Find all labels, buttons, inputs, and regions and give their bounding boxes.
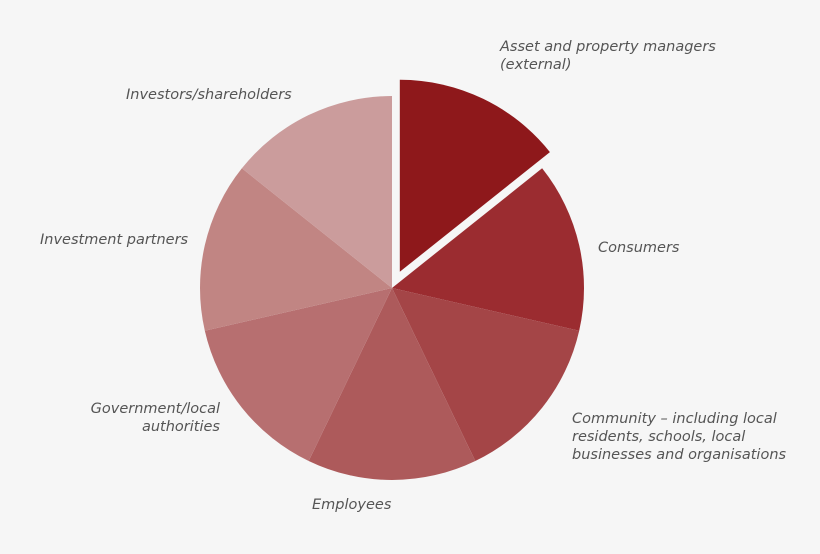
pie-slice-1	[392, 168, 584, 331]
label-asset-managers: Asset and property managers (external)	[500, 39, 716, 73]
pie-slice-5	[200, 168, 392, 331]
label-employees: Employees	[312, 497, 392, 513]
label-investment-partners: Investment partners	[40, 232, 189, 248]
label-government: Government/local authorities	[90, 401, 220, 435]
pie-slice-6	[241, 96, 392, 288]
label-community: Community – including local residents, s…	[572, 411, 787, 463]
label-investors: Investors/shareholders	[126, 87, 292, 103]
label-consumers: Consumers	[598, 240, 680, 256]
pie-slice-3	[308, 288, 476, 480]
pie-slice-0	[399, 79, 550, 272]
pie-slice-4	[204, 288, 392, 461]
pie-slice-2	[392, 288, 580, 461]
